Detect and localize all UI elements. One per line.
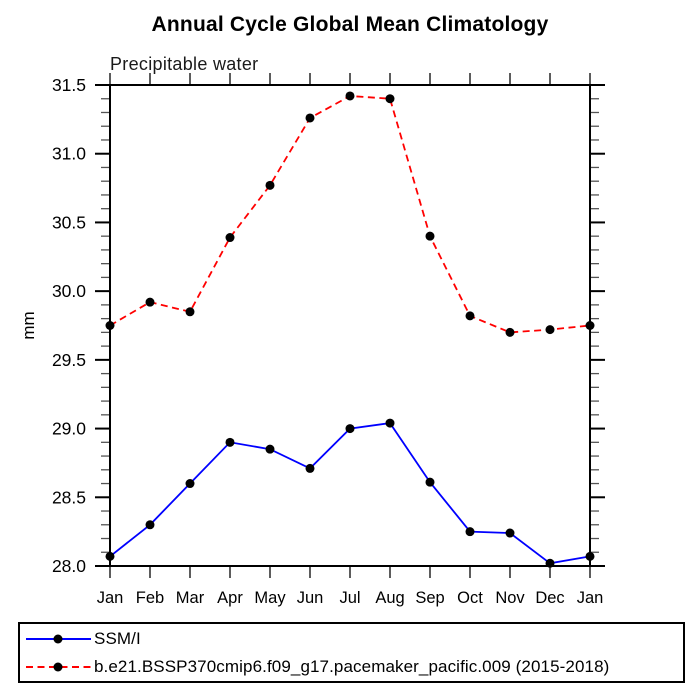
y-tick-label: 28.0 — [52, 556, 86, 576]
y-tick-label: 29.5 — [52, 350, 86, 370]
data-point — [585, 551, 595, 561]
y-axis-title: mm — [19, 311, 38, 339]
data-point — [345, 91, 355, 101]
data-point — [505, 528, 515, 538]
x-tick-label: May — [254, 589, 286, 607]
data-point — [465, 311, 475, 321]
data-point — [145, 520, 155, 530]
legend-line-sample-blue — [26, 634, 91, 643]
plot-frame — [109, 84, 591, 567]
plot-area: 28.0 28.5 29.0 29.5 30.0 30.5 31.0 31.5 Jan Feb Ma… — [19, 73, 605, 607]
data-point — [425, 477, 435, 487]
data-point — [505, 327, 515, 337]
y-axis-ticks: 28.0 28.5 29.0 29.5 30.0 30.5 31.0 31.5 — [52, 75, 605, 576]
series-markers-1 — [105, 91, 595, 337]
y-tick-label: 30.5 — [52, 212, 86, 232]
data-point — [225, 233, 235, 243]
series-markers-0 — [105, 418, 595, 568]
data-point — [105, 321, 115, 330]
data-point — [145, 297, 155, 307]
y-tick-label: 31.5 — [52, 75, 86, 95]
legend-box: SSM/I b.e21.BSSP370cmip6.f09_g17.pacemak… — [18, 622, 685, 683]
y-tick-label: 29.0 — [52, 419, 86, 439]
legend-line-sample-red — [26, 662, 91, 671]
y-tick-label: 28.5 — [52, 487, 86, 507]
x-tick-label: Aug — [375, 589, 404, 607]
legend-marker — [53, 634, 63, 643]
chart-subtitle: Precipitable water — [110, 54, 259, 74]
x-tick-label: Nov — [495, 589, 525, 607]
data-point — [385, 418, 395, 428]
y-tick-label: 31.0 — [52, 144, 86, 164]
data-point — [225, 437, 235, 447]
x-tick-label: Jan — [97, 589, 124, 607]
x-tick-label: Feb — [136, 589, 164, 607]
data-point — [305, 113, 315, 123]
data-point — [545, 558, 555, 568]
data-point — [265, 444, 275, 454]
x-tick-label: Mar — [176, 589, 205, 607]
y-tick-label: 30.0 — [52, 281, 86, 301]
data-point — [585, 321, 595, 330]
data-point — [185, 307, 195, 317]
data-point — [265, 180, 275, 190]
x-axis-ticks: Jan Feb Mar Apr May Jun Jul Aug Sep Oct Nov Dec Jan — [97, 73, 604, 607]
data-point — [305, 463, 315, 473]
x-tick-label: Jun — [297, 589, 324, 607]
data-point — [425, 231, 435, 241]
legend-item-ssmi: SSM/I — [23, 625, 683, 653]
x-tick-label: Oct — [457, 589, 483, 607]
data-point — [545, 325, 555, 335]
data-point — [465, 527, 475, 537]
x-tick-label: Apr — [217, 589, 243, 607]
x-tick-label: Dec — [535, 589, 564, 607]
series-line-1 — [109, 95, 591, 334]
data-point — [385, 94, 395, 104]
data-point — [105, 551, 115, 561]
x-tick-label: Jul — [339, 589, 360, 607]
legend-item-model: b.e21.BSSP370cmip6.f09_g17.pacemaker_pac… — [23, 653, 683, 681]
x-tick-label: Jan — [577, 589, 604, 607]
data-point — [185, 479, 195, 489]
data-point — [345, 424, 355, 434]
legend-label-model: b.e21.BSSP370cmip6.f09_g17.pacemaker_pac… — [94, 656, 610, 676]
x-tick-label: Sep — [415, 589, 444, 607]
legend-marker — [53, 662, 63, 671]
legend-label-ssmi: SSM/I — [94, 628, 141, 648]
chart-title: Annual Cycle Global Mean Climatology — [151, 13, 549, 36]
series-line-0 — [109, 422, 591, 565]
